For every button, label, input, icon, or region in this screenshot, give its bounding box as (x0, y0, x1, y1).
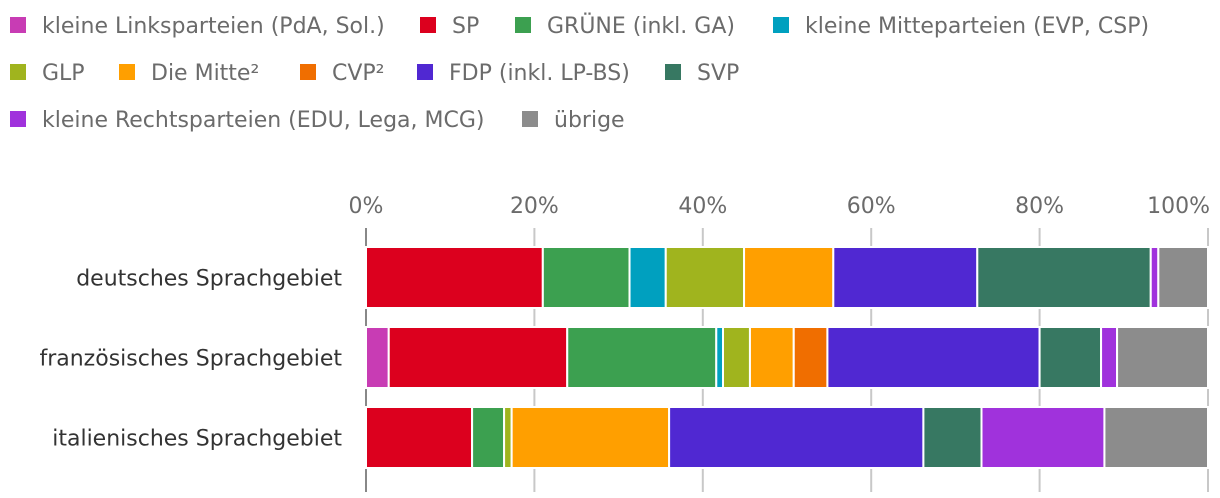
bar-segment-cvp[interactable] (792, 326, 829, 389)
y-axis-category-labels: deutsches Sprachgebiet französisches Spra… (39, 267, 342, 452)
legend-item-cvp[interactable]: CVP² (300, 61, 385, 86)
x-tick-label: 40% (678, 194, 727, 219)
x-tick-label: 80% (1015, 194, 1064, 219)
bar-segment-fdp-inkl-lp-bs[interactable] (832, 246, 979, 309)
legend-label: Die Mitte² (151, 61, 259, 86)
legend-label: SP (452, 14, 479, 39)
bar-row-italienisches-sprachgebiet (365, 406, 1209, 469)
legend-label: GLP (42, 61, 85, 86)
legend-swatch (10, 111, 26, 127)
bar-segment-grune-inkl-ga[interactable] (471, 406, 506, 469)
bar-segment-die-mitte[interactable] (510, 406, 671, 469)
legend-label: CVP² (332, 61, 385, 86)
legend-swatch (417, 64, 433, 80)
bar-segment-grune-inkl-ga[interactable] (541, 246, 631, 309)
bar-segment-ubrige[interactable] (1116, 326, 1209, 389)
legend-item-kleine-mitteparteien-evp-csp[interactable]: kleine Mitteparteien (EVP, CSP) (773, 14, 1149, 39)
category-label: deutsches Sprachgebiet (76, 267, 342, 292)
bar-segment-die-mitte[interactable] (748, 326, 795, 389)
legend-label: kleine Linksparteien (PdA, Sol.) (42, 14, 385, 39)
bar-segment-fdp-inkl-lp-bs[interactable] (826, 326, 1041, 389)
bar-segment-kleine-mitteparteien-evp-csp[interactable] (715, 326, 725, 389)
legend-swatch (119, 64, 135, 80)
legend-swatch (522, 111, 538, 127)
legend-label: übrige (554, 108, 625, 133)
bar-segment-sp[interactable] (365, 246, 544, 309)
bar-segment-svp[interactable] (976, 246, 1152, 309)
x-tick-label: 100% (1147, 194, 1210, 219)
bar-segment-glp[interactable] (664, 246, 746, 309)
legend-swatch (665, 64, 681, 80)
legend-swatch (10, 64, 26, 80)
bar-segment-grune-inkl-ga[interactable] (566, 326, 718, 389)
bar-segment-kleine-rechtsparteien-edu-lega-mcg[interactable] (1149, 246, 1160, 309)
legend-item-grune-inkl-ga[interactable]: GRÜNE (inkl. GA) (515, 13, 735, 39)
bar-segment-ubrige[interactable] (1157, 246, 1210, 309)
bar-segment-fdp-inkl-lp-bs[interactable] (668, 406, 925, 469)
x-tick-label: 60% (847, 194, 896, 219)
legend-item-die-mitte[interactable]: Die Mitte² (119, 61, 259, 86)
bar-segment-svp[interactable] (922, 406, 983, 469)
bar-segment-kleine-linksparteien-pda-sol[interactable] (365, 326, 390, 389)
legend-item-svp[interactable]: SVP (665, 61, 739, 86)
bar-segment-kleine-rechtsparteien-edu-lega-mcg[interactable] (1100, 326, 1119, 389)
legend-label: kleine Rechtsparteien (EDU, Lega, MCG) (42, 108, 485, 133)
legend-item-sp[interactable]: SP (420, 14, 479, 39)
legend-label: FDP (inkl. LP-BS) (449, 61, 630, 86)
bar-segment-glp[interactable] (722, 326, 751, 389)
legend-swatch (515, 17, 531, 33)
legend-swatch (300, 64, 316, 80)
legend-item-kleine-rechtsparteien-edu-lega-mcg[interactable]: kleine Rechtsparteien (EDU, Lega, MCG) (10, 108, 485, 133)
bar-segment-sp[interactable] (365, 406, 474, 469)
legend-swatch (773, 17, 789, 33)
x-tick-label: 20% (510, 194, 559, 219)
x-tick-label: 0% (349, 194, 384, 219)
legend-item-fdp-inkl-lp-bs[interactable]: FDP (inkl. LP-BS) (417, 61, 630, 86)
legend-label: kleine Mitteparteien (EVP, CSP) (805, 14, 1149, 39)
category-label: italienisches Sprachgebiet (52, 427, 342, 452)
bar-segment-kleine-mitteparteien-evp-csp[interactable] (628, 246, 667, 309)
bar-segment-glp[interactable] (503, 406, 513, 469)
bar-segment-kleine-rechtsparteien-edu-lega-mcg[interactable] (980, 406, 1106, 469)
bar-segment-svp[interactable] (1038, 326, 1103, 389)
legend-item-kleine-linksparteien-pda-sol[interactable]: kleine Linksparteien (PdA, Sol.) (10, 14, 385, 39)
legend: kleine Linksparteien (PdA, Sol.) SP GRÜNE … (10, 13, 1149, 133)
legend-label: SVP (697, 61, 739, 86)
bar-segment-die-mitte[interactable] (743, 246, 835, 309)
legend-swatch (420, 17, 436, 33)
x-axis-tick-labels: 0% 20% 40% 60% 80% 100% (349, 194, 1210, 219)
bar-segments (365, 246, 1210, 469)
bar-row-deutsches-sprachgebiet (365, 246, 1210, 309)
bar-segment-ubrige[interactable] (1103, 406, 1209, 469)
legend-item-glp[interactable]: GLP (10, 61, 85, 86)
category-label: französisches Sprachgebiet (39, 347, 342, 372)
legend-swatch (10, 17, 26, 33)
legend-label: GRÜNE (inkl. GA) (547, 13, 735, 39)
bar-row-franzosisches-sprachgebiet (365, 326, 1209, 389)
bar-segment-sp[interactable] (387, 326, 569, 389)
legend-item-ubrige[interactable]: übrige (522, 108, 625, 133)
